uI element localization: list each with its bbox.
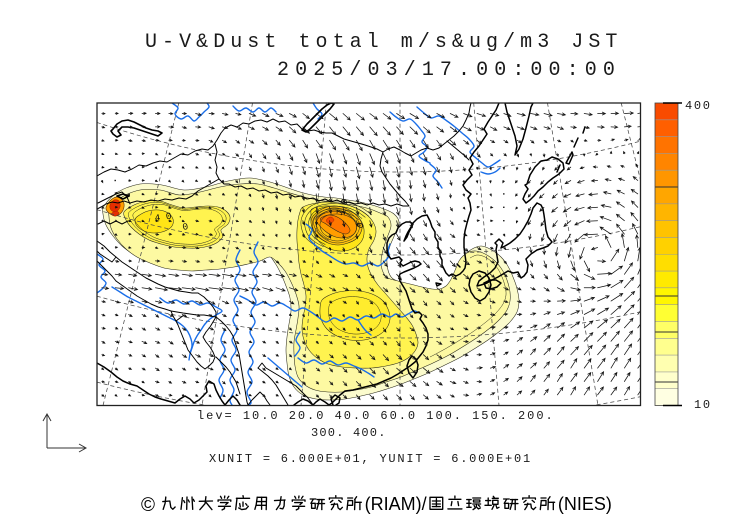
svg-text:(RIAM)/: (RIAM)/ (365, 494, 427, 514)
svg-text:4 0 .: 4 0 . (154, 209, 184, 224)
svg-text:(NIES): (NIES) (558, 494, 612, 514)
svg-text:0: 0 (354, 221, 366, 230)
svg-text:0: 0 (182, 221, 190, 233)
svg-text:©: © (141, 495, 155, 516)
